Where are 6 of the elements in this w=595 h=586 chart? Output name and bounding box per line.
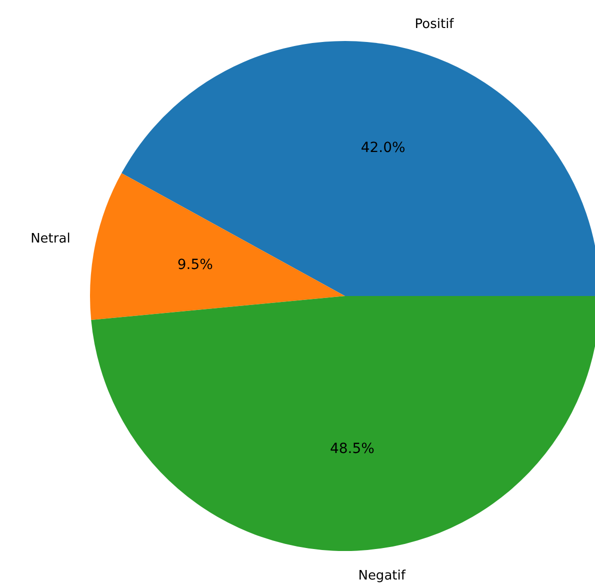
data-label: 42.0% <box>360 140 406 156</box>
slice-label: Negatif <box>358 568 406 584</box>
data-label: 9.5% <box>177 256 213 273</box>
data-label: 48.5% <box>330 440 374 457</box>
slice-label: Netral <box>30 232 70 247</box>
slice-label: Positif <box>414 16 454 32</box>
